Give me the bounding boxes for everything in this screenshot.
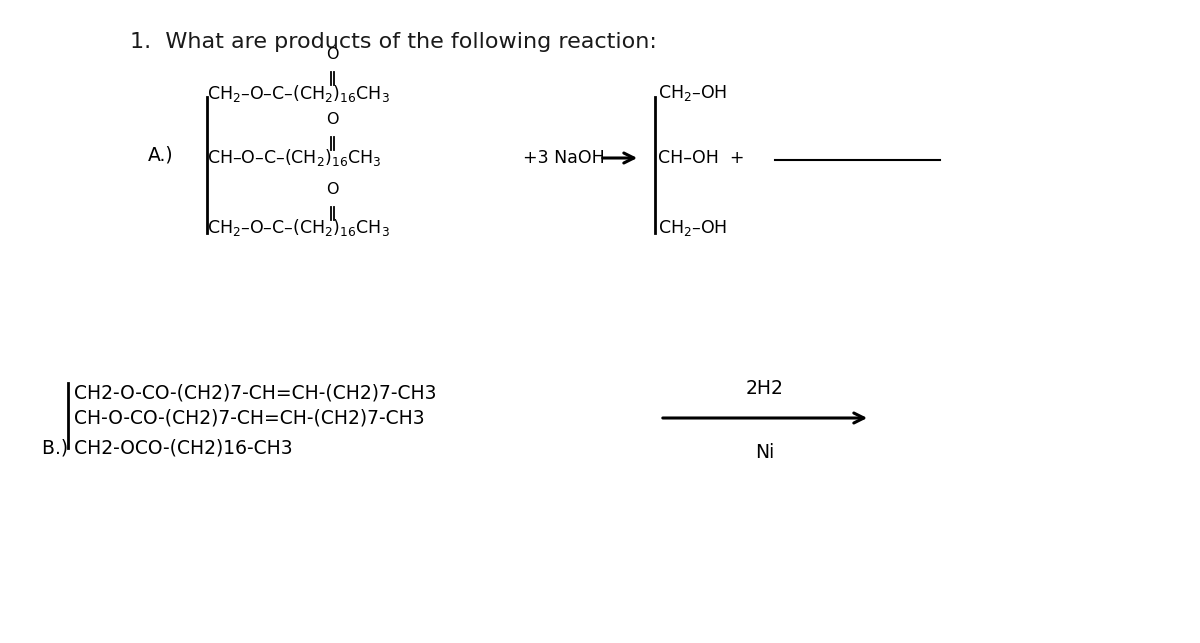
- Text: +3 NaOH: +3 NaOH: [523, 149, 605, 167]
- Text: 2H2: 2H2: [746, 379, 784, 398]
- Text: O: O: [325, 182, 338, 197]
- Text: CH$_2$–OH: CH$_2$–OH: [658, 218, 727, 238]
- Text: CH–O–C–(CH$_2$)$_{16}$CH$_3$: CH–O–C–(CH$_2$)$_{16}$CH$_3$: [208, 147, 382, 168]
- Text: O: O: [325, 47, 338, 62]
- Text: 1.  What are products of the following reaction:: 1. What are products of the following re…: [130, 32, 656, 52]
- Text: CH–OH  +: CH–OH +: [658, 149, 744, 167]
- Text: CH-O-CO-(CH2)7-CH=CH-(CH2)7-CH3: CH-O-CO-(CH2)7-CH=CH-(CH2)7-CH3: [74, 408, 425, 428]
- Text: O: O: [325, 112, 338, 127]
- Text: CH$_2$–O–C–(CH$_2$)$_{16}$CH$_3$: CH$_2$–O–C–(CH$_2$)$_{16}$CH$_3$: [208, 82, 390, 104]
- Text: CH$_2$–OH: CH$_2$–OH: [658, 83, 727, 103]
- Text: B.) CH2-OCO-(CH2)16-CH3: B.) CH2-OCO-(CH2)16-CH3: [42, 439, 293, 458]
- Text: CH2-O-CO-(CH2)7-CH=CH-(CH2)7-CH3: CH2-O-CO-(CH2)7-CH=CH-(CH2)7-CH3: [74, 383, 437, 403]
- Text: A.): A.): [148, 145, 174, 165]
- Text: Ni: Ni: [755, 443, 775, 462]
- Text: CH$_2$–O–C–(CH$_2$)$_{16}$CH$_3$: CH$_2$–O–C–(CH$_2$)$_{16}$CH$_3$: [208, 217, 390, 239]
